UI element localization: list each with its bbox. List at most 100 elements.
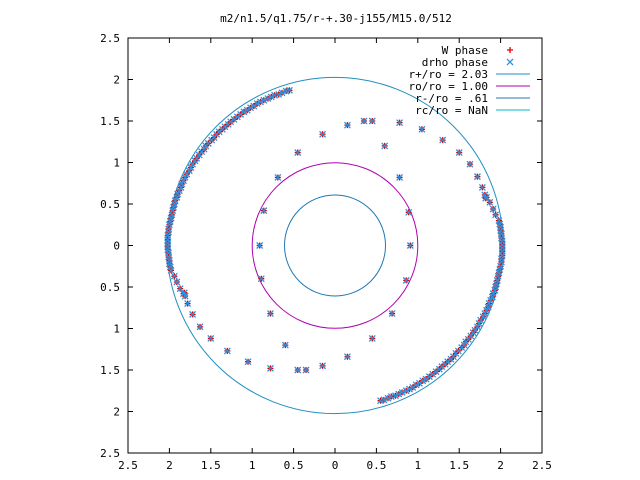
drho-phase-point <box>396 173 404 181</box>
drho-phase-point <box>481 310 489 318</box>
drho-phase-point <box>368 117 376 125</box>
drho-phase-point <box>486 198 494 206</box>
y-tick-label: 0.5 <box>100 198 120 211</box>
drho-phase-point <box>257 98 264 106</box>
drho-phase-point <box>473 173 481 181</box>
drho-phase-point <box>184 300 192 308</box>
drho-phase-point <box>405 208 413 216</box>
drho-phase-point <box>240 108 248 116</box>
y-tick-label: 1.5 <box>100 364 120 377</box>
drho-phase-point <box>466 160 474 168</box>
drho-phase-point <box>266 364 274 372</box>
drho-phase-point <box>267 93 275 101</box>
axis-ticks: 2.5 2 1.5 1 0.5 0 0.5 1 1.5 2 2.52.521.510.500.511… <box>100 32 552 472</box>
drho-phase-point <box>343 121 351 129</box>
drho-phase-point <box>223 347 231 355</box>
drho-phase-point <box>422 375 430 383</box>
y-tick-label: 2 <box>113 74 120 87</box>
legend-label: r+/ro = 2.03 <box>409 68 488 81</box>
x-tick-label: 2 <box>166 459 173 472</box>
y-tick-label: 2 <box>113 406 120 419</box>
reference-circle <box>166 76 504 415</box>
drho-phase-point <box>478 183 486 191</box>
y-tick-label: 2.5 <box>100 447 120 460</box>
drho-phase-point <box>439 136 447 144</box>
drho-phase-point <box>247 104 255 112</box>
drho-phase-point <box>253 100 261 108</box>
drho-phase-point <box>176 285 184 293</box>
reference-circle <box>251 162 419 329</box>
legend-symbol <box>507 47 513 53</box>
drho-phase-point <box>387 393 395 401</box>
drho-phase-point <box>475 320 483 327</box>
drho-phase-point <box>174 190 182 198</box>
drho-phase-point <box>257 275 265 283</box>
legend-label: W phase <box>442 44 488 57</box>
drho-phase-point <box>484 303 492 311</box>
drho-phase-point <box>415 379 423 387</box>
drho-phase-point <box>187 164 195 171</box>
drho-phase-point <box>487 296 495 304</box>
x-tick-label: 2.5 <box>118 459 138 472</box>
drho-phase-point <box>274 173 282 181</box>
drho-phase-point <box>343 353 351 361</box>
drho-phase-point <box>175 187 183 195</box>
drho-phase-point <box>462 338 470 346</box>
drho-phase-point <box>489 205 497 213</box>
drho-phase-point <box>492 211 500 219</box>
drho-phase-point <box>207 335 215 342</box>
drho-phase-point <box>402 387 410 395</box>
legend-symbol <box>506 58 514 66</box>
drho-phase-point <box>196 323 204 331</box>
drho-phase-point <box>402 276 410 284</box>
drho-phase-point <box>180 290 187 298</box>
x-tick-label: 1.5 <box>449 459 469 472</box>
x-tick-label: 1.5 <box>201 459 221 472</box>
drho-phase-point <box>319 130 327 138</box>
drho-phase-point <box>395 390 403 398</box>
drho-phase-point <box>377 397 384 405</box>
drho-phase-point <box>256 242 264 249</box>
legend-label: drho phase <box>422 56 488 69</box>
x-tick-label: 2 <box>497 459 504 472</box>
drho-phase-point <box>173 278 181 286</box>
data-points <box>164 86 506 405</box>
drho-phase-point <box>180 177 187 185</box>
reference-circle <box>283 194 387 297</box>
y-tick-label: 2.5 <box>100 32 120 45</box>
drho-phase-point <box>418 125 426 133</box>
drho-phase-point <box>483 306 490 314</box>
drho-phase-point <box>185 167 193 175</box>
drho-phase-point <box>260 96 268 104</box>
legend-label: r-/ro = .61 <box>415 92 488 105</box>
drho-phase-point <box>294 366 302 374</box>
drho-phase-point <box>491 286 499 294</box>
y-tick-label: 1 <box>113 323 120 336</box>
x-tick-label: 0.5 <box>284 459 304 472</box>
drho-phase-point <box>170 272 178 280</box>
legend-label: ro/ro = 1.00 <box>409 80 488 93</box>
y-tick-label: 1.5 <box>100 115 120 128</box>
drho-phase-point <box>381 142 389 150</box>
y-tick-label: 0.5 <box>100 281 120 294</box>
drho-phase-point <box>302 366 310 374</box>
drho-phase-point <box>266 310 274 318</box>
drho-phase-point <box>483 193 490 201</box>
x-tick-label: 0.5 <box>366 459 386 472</box>
drho-phase-point <box>244 358 252 366</box>
drho-phase-point <box>360 117 368 125</box>
drho-phase-point <box>171 197 179 205</box>
x-tick-label: 1 <box>249 459 256 472</box>
drho-phase-point <box>281 341 289 349</box>
drho-phase-point <box>368 335 376 342</box>
drho-phase-point <box>181 173 189 181</box>
drho-phase-point <box>264 95 272 103</box>
x-tick-label: 1 <box>414 459 421 472</box>
drho-phase-point <box>275 90 283 98</box>
chart-title: m2/n1.5/q1.75/r-+.30-j155/M15.0/512 <box>220 12 452 25</box>
x-tick-label: 2.5 <box>532 459 552 472</box>
drho-phase-point <box>189 310 197 318</box>
drho-phase-point <box>278 89 286 97</box>
drho-phase-point <box>455 149 463 156</box>
